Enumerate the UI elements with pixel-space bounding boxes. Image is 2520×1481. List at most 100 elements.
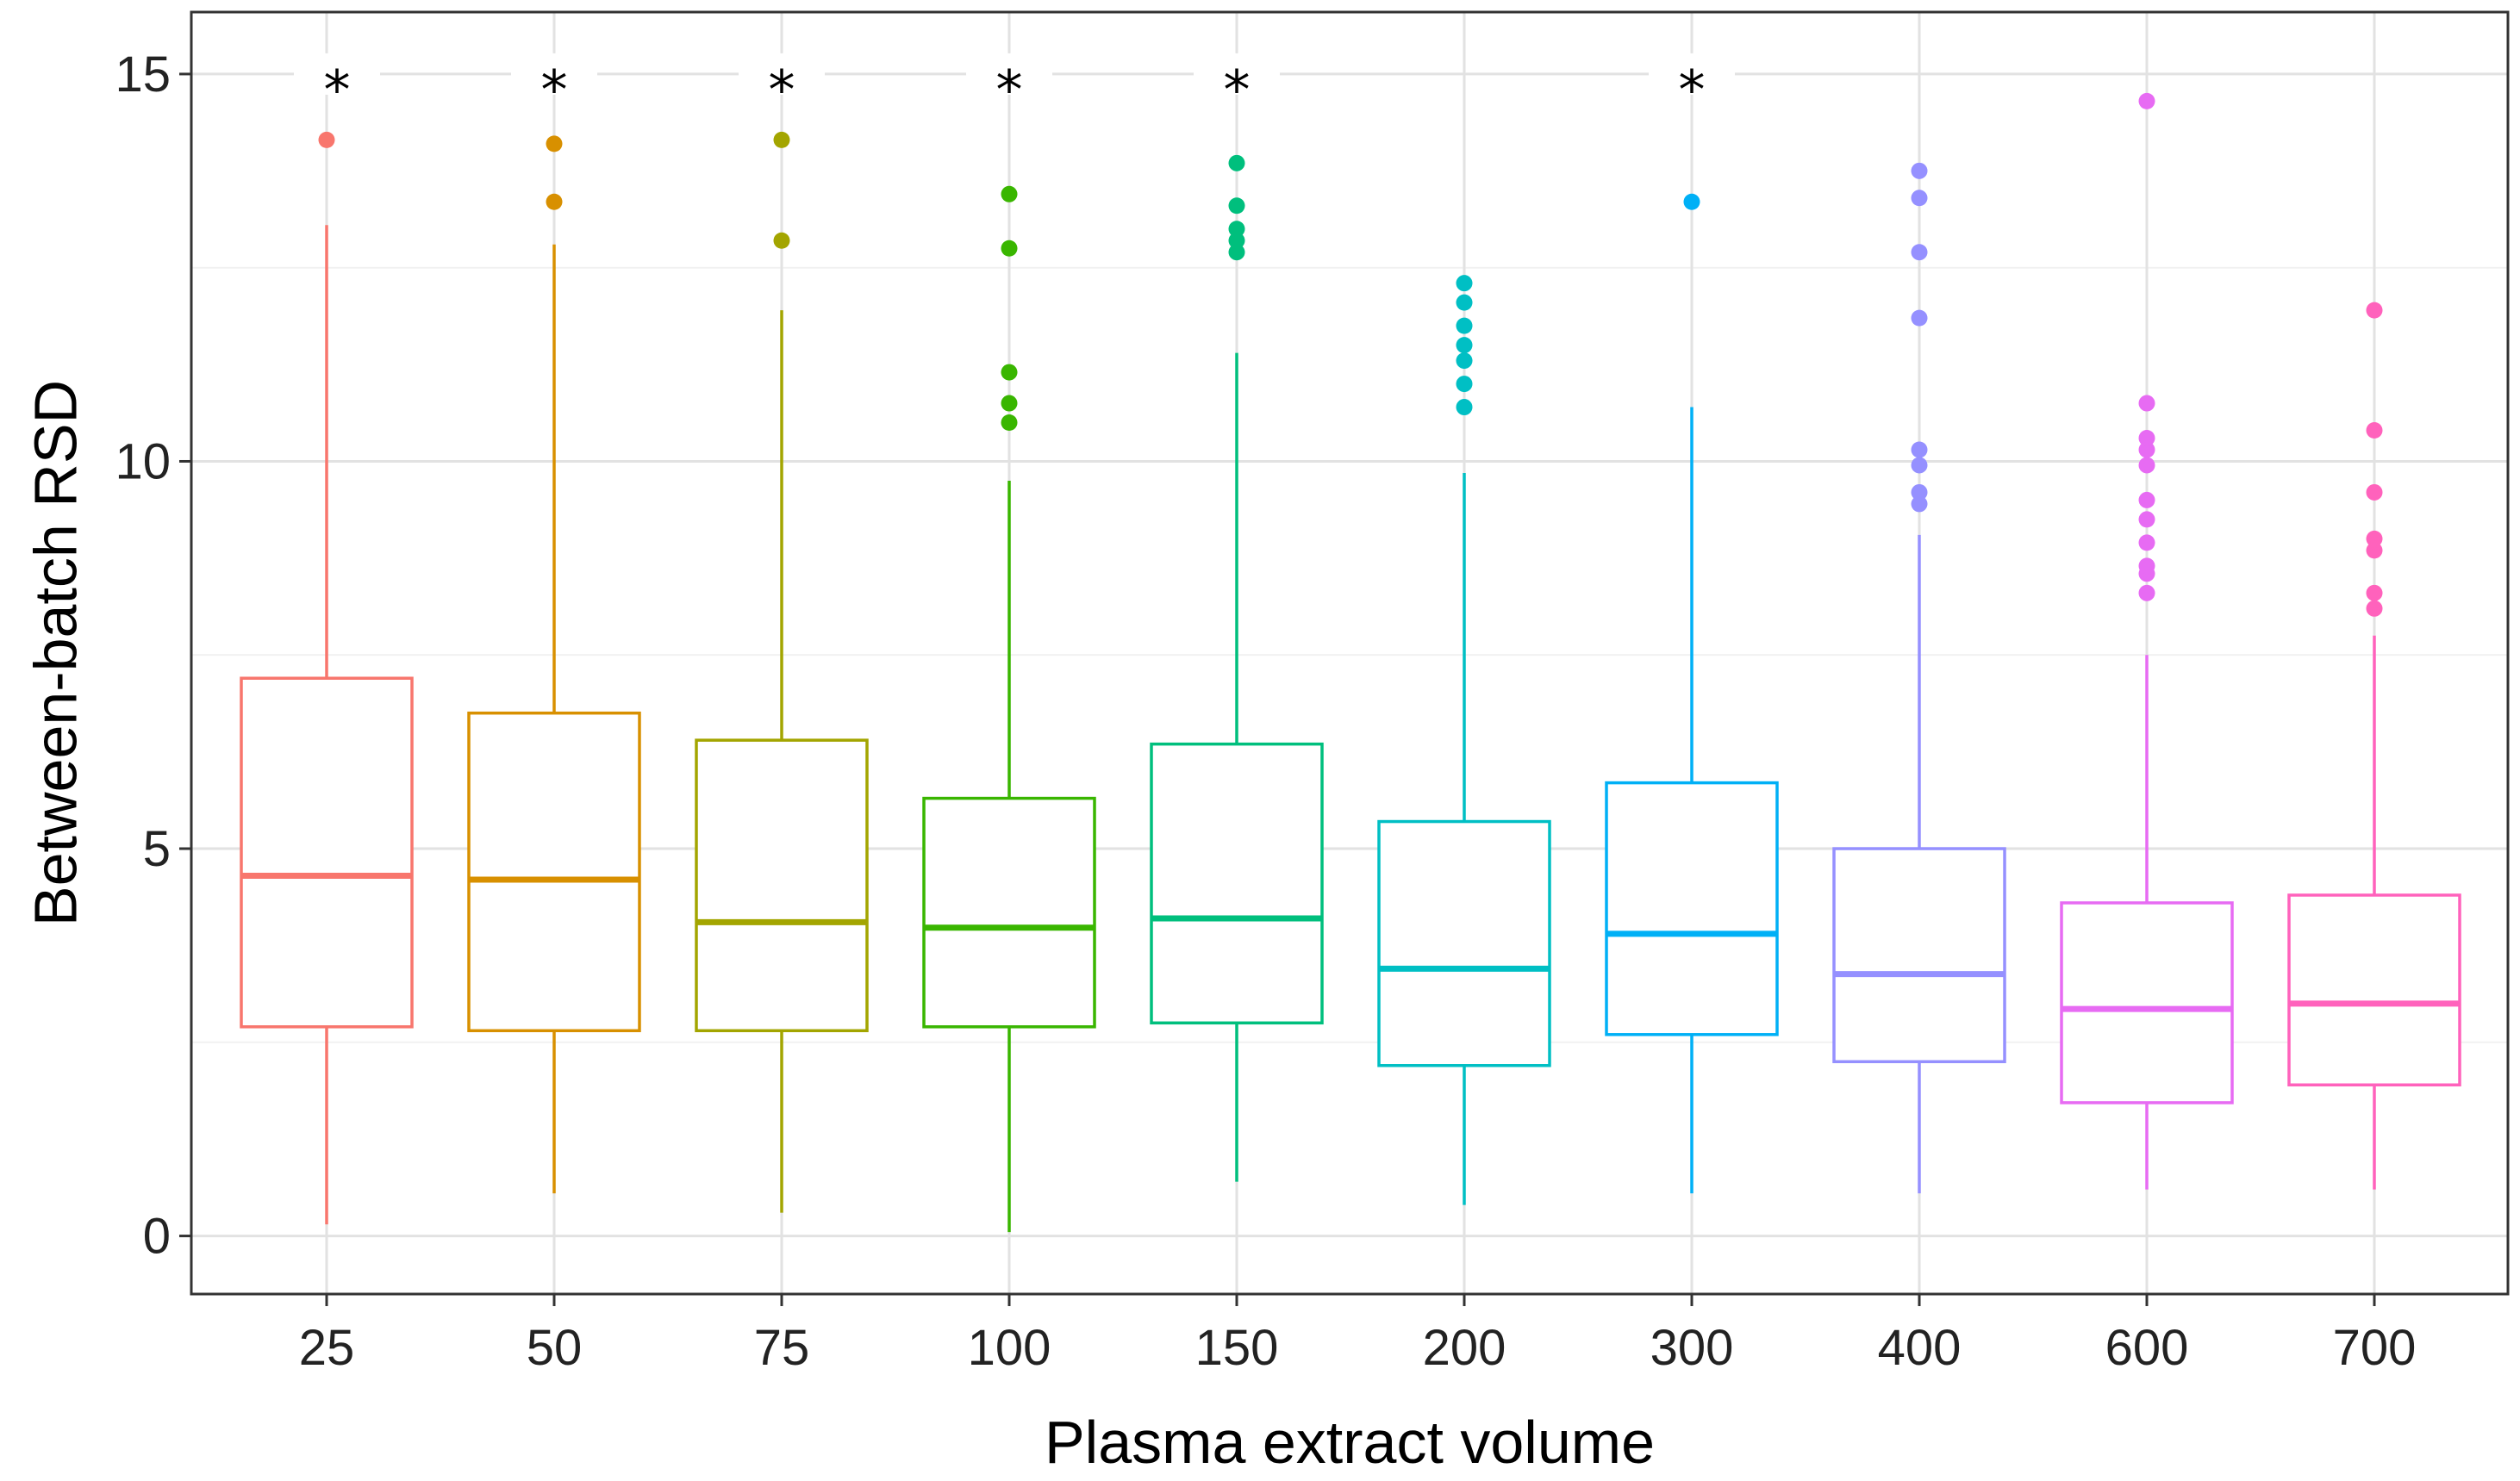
y-axis-ticks: 0 5 10 15: [115, 47, 191, 1265]
outlier-point: [1228, 244, 1245, 261]
plot-border: [190, 10, 2510, 1296]
outlier-point: [1683, 193, 1700, 210]
outlier-point: [1911, 190, 1928, 207]
outlier-point: [1456, 376, 1473, 393]
outlier-point: [773, 232, 790, 249]
outlier-point: [1456, 275, 1473, 292]
outlier-point: [1911, 309, 1928, 327]
outlier-point: [1228, 154, 1245, 171]
x-tick-label: 25: [299, 1320, 355, 1376]
x-tick-label: 100: [968, 1320, 1051, 1376]
outlier-point: [1001, 240, 1018, 257]
outlier-point: [1001, 364, 1018, 381]
star-backdrop: [294, 53, 380, 95]
iqr-box: [2060, 901, 2234, 1105]
iqr-box: [2287, 893, 2461, 1086]
outlier-point: [2138, 534, 2155, 551]
x-tick-label: 400: [1878, 1320, 1962, 1376]
outlier-point: [1228, 197, 1245, 215]
x-axis-title: Plasma extract volume: [1045, 1409, 1655, 1476]
iqr-box: [240, 676, 414, 1029]
outlier-point: [546, 135, 563, 152]
iqr-box: [1605, 781, 1779, 1036]
outlier-point: [1911, 483, 1928, 501]
y-tick-label: 10: [115, 433, 171, 489]
outlier-point: [1456, 294, 1473, 311]
outlier-point: [2138, 557, 2155, 575]
star-backdrop: [511, 53, 597, 95]
significance-markers: * * * * * *: [294, 53, 1735, 121]
outlier-point: [1228, 232, 1245, 249]
box-600: [2060, 92, 2234, 1190]
box-100: [922, 185, 1096, 1233]
x-tick-label: 700: [2333, 1320, 2417, 1376]
x-tick-label: 150: [1195, 1320, 1279, 1376]
outlier-point: [2138, 430, 2155, 447]
outlier-point: [1456, 337, 1473, 354]
outlier-point: [2366, 530, 2383, 547]
x-tick-label: 75: [754, 1320, 810, 1376]
star-backdrop: [739, 53, 825, 95]
outlier-point: [2138, 457, 2155, 474]
outlier-point: [2138, 584, 2155, 601]
outlier-point: [2366, 302, 2383, 319]
iqr-box: [1150, 742, 1324, 1025]
significance-star: *: [1224, 59, 1251, 121]
outlier-point: [2366, 422, 2383, 439]
outlier-point: [1456, 317, 1473, 334]
iqr-box: [695, 738, 869, 1033]
star-backdrop: [966, 53, 1052, 95]
outlier-point: [1456, 352, 1473, 370]
outlier-point: [1911, 162, 1928, 179]
outlier-point: [2366, 542, 2383, 559]
outlier-point: [1001, 185, 1018, 202]
outlier-point: [546, 193, 563, 210]
box-200: [1377, 275, 1551, 1205]
box-150: [1150, 154, 1324, 1182]
x-axis-ticks: 25 50 75 100 150 200 300 400 600 700: [299, 1294, 2417, 1376]
outlier-point: [1911, 495, 1928, 513]
outlier-point: [2138, 441, 2155, 458]
outlier-point: [1911, 244, 1928, 261]
outlier-point: [2366, 483, 2383, 501]
iqr-box: [922, 796, 1096, 1029]
iqr-box: [1377, 819, 1551, 1067]
x-tick-label: 600: [2105, 1320, 2189, 1376]
iqr-box: [467, 711, 641, 1033]
y-tick-label: 15: [115, 47, 171, 103]
outlier-point: [1001, 395, 1018, 412]
box-75: [695, 131, 869, 1213]
outlier-point: [2138, 491, 2155, 508]
outlier-point: [2138, 92, 2155, 109]
star-backdrop: [1649, 53, 1735, 95]
box-series: [240, 92, 2461, 1233]
outlier-point: [2138, 511, 2155, 528]
box-700: [2287, 302, 2461, 1190]
significance-star: *: [769, 59, 795, 121]
outlier-point: [773, 131, 790, 148]
outlier-point: [1001, 414, 1018, 432]
y-tick-label: 0: [143, 1209, 171, 1265]
x-tick-label: 200: [1423, 1320, 1506, 1376]
outlier-point: [1456, 399, 1473, 416]
significance-star: *: [1679, 59, 1706, 121]
significance-star: *: [996, 59, 1023, 121]
x-tick-label: 50: [527, 1320, 583, 1376]
outlier-point: [2138, 395, 2155, 412]
iqr-box: [1832, 847, 2006, 1064]
y-tick-label: 5: [143, 821, 171, 877]
x-tick-label: 300: [1650, 1320, 1734, 1376]
box-300: [1605, 193, 1779, 1194]
box-50: [467, 135, 641, 1194]
outlier-point: [2366, 600, 2383, 617]
significance-star: *: [541, 59, 568, 121]
outlier-point: [1911, 457, 1928, 474]
box-400: [1832, 162, 2006, 1194]
outlier-point: [1911, 441, 1928, 458]
outlier-point: [1228, 221, 1245, 238]
significance-star: *: [324, 59, 351, 121]
outlier-point: [2366, 584, 2383, 601]
outlier-point: [318, 131, 335, 148]
star-backdrop: [1194, 53, 1280, 95]
